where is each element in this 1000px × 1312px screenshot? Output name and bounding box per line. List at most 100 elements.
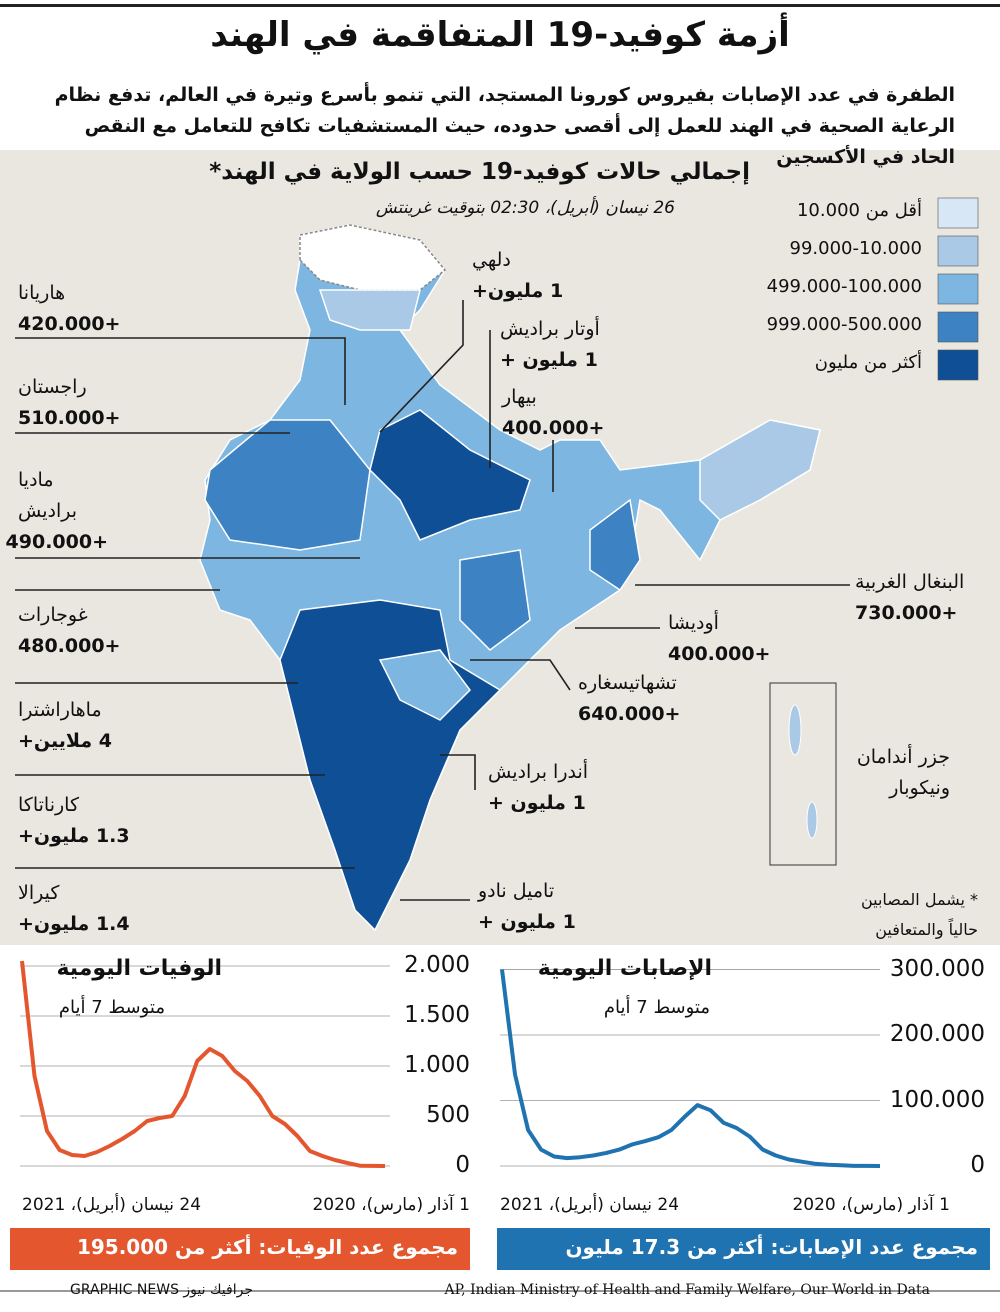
- y-tick-label: 300.000: [889, 955, 985, 982]
- state-label: بيهار +400.000: [502, 382, 642, 444]
- total-box: [10, 1228, 470, 1270]
- total-box: [497, 1228, 990, 1270]
- state-name: كارناتاكا: [18, 794, 79, 816]
- x-tick-label: 1 آذار (مارس)، 2020: [312, 1195, 470, 1215]
- y-tick-label: 0: [970, 1152, 985, 1178]
- y-tick-label: 1.500: [404, 1002, 470, 1028]
- x-tick-label: 24 نيسان (أبريل)، 2021: [500, 1195, 680, 1215]
- state-value: +490.000: [5, 531, 108, 553]
- state-label: ماديا براديش +490.000: [5, 465, 108, 558]
- kashmir: [299, 224, 447, 291]
- state-label: كارناتاكا 1.3 مليون+: [18, 790, 158, 852]
- state-value: +640.000: [578, 703, 681, 725]
- legend-swatch: [937, 197, 979, 229]
- north-east: [699, 419, 821, 521]
- west-bengal: [589, 498, 641, 592]
- state-label: أندرا براديش 1 مليون +: [488, 757, 628, 819]
- state-value: +400.000: [668, 643, 771, 665]
- andaman: [788, 704, 802, 756]
- state-value: 4 ملايين+: [18, 730, 112, 752]
- leader-line: [379, 300, 464, 433]
- state-value: +480.000: [18, 635, 121, 657]
- state-name: أندرا براديش: [488, 761, 589, 783]
- total-label: مجموع عدد الإصابات: أكثر من 17.3 مليون: [565, 1235, 978, 1259]
- title: أزمة كوفيد-19 المتفاقمة في الهند: [210, 15, 790, 55]
- y-tick-label: 1.000: [404, 1052, 470, 1078]
- map-title: إجمالي حالات كوفيد-19 حسب الولاية في اله…: [209, 159, 750, 185]
- x-tick-label: 24 نيسان (أبريل)، 2021: [22, 1195, 202, 1215]
- y-tick-label: 200.000: [889, 1021, 985, 1048]
- uttar-pradesh: [369, 409, 531, 541]
- legend-swatch: [937, 235, 979, 267]
- y-tick-label: 100.000: [889, 1086, 985, 1113]
- state-label: ماهاراشترا 4 ملايين+: [18, 695, 158, 757]
- state-name: تشهاتيسغاره: [578, 672, 677, 694]
- subtitle: الطفرة في عدد الإصابات بفيروس كورونا الم…: [54, 84, 955, 168]
- legend-swatch: [937, 273, 979, 305]
- state-name: تاميل نادو: [478, 880, 555, 902]
- y-tick-label: 500: [426, 1102, 470, 1128]
- islands-box: [769, 682, 837, 866]
- islands-label: جزر أندامان ونيكوبار: [856, 746, 950, 799]
- sources: AP, Indian Ministry of Health and Family…: [444, 1282, 930, 1298]
- leader-line: [470, 659, 571, 691]
- y-tick-label: 0: [455, 1152, 470, 1178]
- bottom-rule: [0, 1290, 1000, 1292]
- line: [500, 969, 881, 1168]
- state-name: أوديشا: [668, 612, 719, 634]
- state-value: +730.000: [855, 602, 958, 624]
- state-value: 1 مليون +: [488, 792, 586, 814]
- state-name: بيهار: [502, 386, 537, 408]
- total-label: مجموع عدد الوفيات: أكثر من 195.000: [76, 1235, 458, 1259]
- chart-title: الوفيات اليومية: [56, 956, 222, 981]
- state-label: راجستان +510.000: [18, 372, 158, 434]
- state-value: 1 مليون+: [472, 280, 564, 302]
- leader-line: [15, 337, 346, 405]
- chart-title: الإصابات اليومية: [537, 956, 712, 981]
- line: [20, 960, 386, 1168]
- state-name: أوتار براديش: [500, 318, 600, 340]
- state-name: البنغال الغربية: [855, 571, 965, 593]
- state-value: +400.000: [502, 417, 605, 439]
- top-rule: [0, 4, 1000, 7]
- legend-swatch: [937, 349, 979, 381]
- legend-label: أكثر من مليون: [814, 352, 922, 373]
- state-label: البنغال الغربية +730.000: [855, 567, 995, 629]
- state-name: كيرالا: [18, 882, 60, 904]
- chart-subtitle: متوسط 7 أيام: [603, 997, 710, 1018]
- state-value: 1.3 مليون+: [18, 825, 130, 847]
- state-name: هاريانا: [18, 282, 66, 304]
- y-tick-label: 2.000: [404, 952, 470, 978]
- state-label: تاميل نادو 1 مليون +: [478, 876, 618, 938]
- state-label: هاريانا +420.000: [18, 278, 158, 340]
- himachal: [318, 289, 421, 331]
- state-name: ماديا براديش: [18, 469, 78, 522]
- credit: GRAPHIC NEWS جرافيك نيوز: [70, 1282, 253, 1298]
- state-label: كيرالا 1.4 مليون+: [18, 878, 158, 940]
- x-tick-label: 1 آذار (مارس)، 2020: [792, 1195, 950, 1215]
- chhattisgarh: [459, 549, 531, 651]
- rajasthan: [204, 419, 371, 551]
- legend-label: 999.000-500.000: [766, 314, 922, 335]
- state-name: غوجارات: [18, 604, 88, 626]
- state-label: دلهي 1 مليون+: [472, 245, 612, 307]
- footnote: * يشمل المصابين حالياً والمتعافين: [860, 890, 978, 939]
- map-date: 26 نيسان (أبريل)، 02:30 بتوقيت غرينتش: [375, 198, 675, 218]
- state-name: دلهي: [472, 249, 511, 271]
- state-name: ماهاراشترا: [18, 699, 102, 721]
- legend-label: أقل من 10.000: [796, 200, 922, 221]
- state-value: 1 مليون +: [478, 911, 576, 933]
- state-name: راجستان: [18, 376, 87, 398]
- chart-subtitle: متوسط 7 أيام: [58, 997, 165, 1018]
- legend-swatch: [937, 311, 979, 343]
- legend-label: 99.000-10.000: [789, 238, 922, 259]
- legend-label: 499.000-100.000: [766, 276, 922, 297]
- india-map: [199, 224, 821, 932]
- state-value: 1 مليون +: [500, 349, 598, 371]
- state-value: +510.000: [18, 407, 121, 429]
- state-label: غوجارات +480.000: [18, 600, 158, 662]
- state-value: 1.4 مليون+: [18, 913, 130, 935]
- leader-line: [440, 754, 476, 790]
